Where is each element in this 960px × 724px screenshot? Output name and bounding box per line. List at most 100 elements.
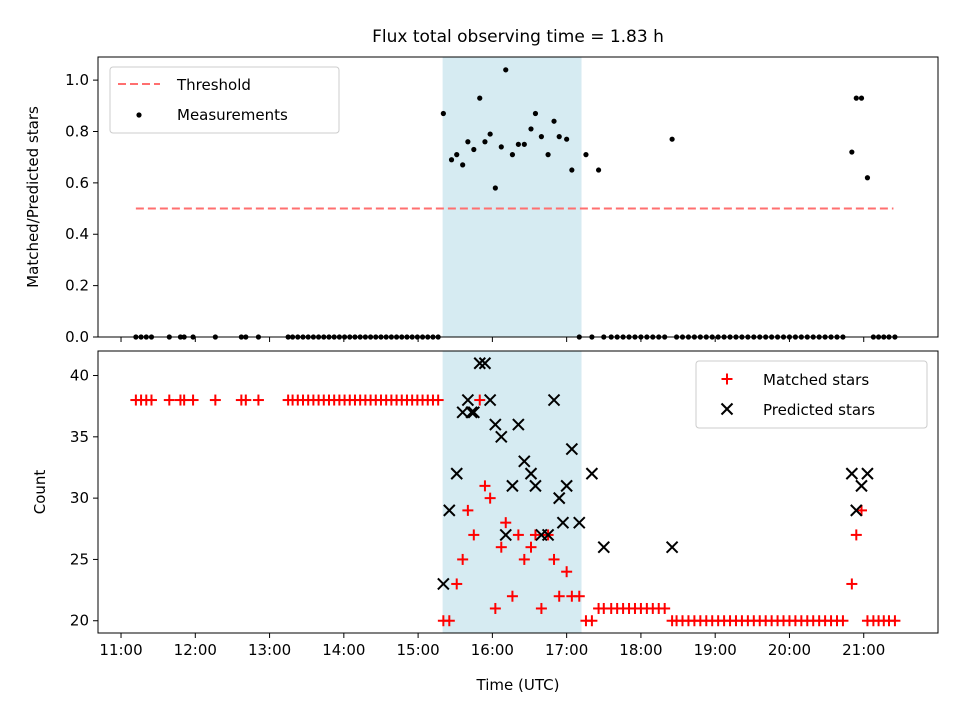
measurement-point (849, 149, 855, 155)
matched-star-point (525, 541, 537, 553)
y-tick-label: 30 (70, 489, 89, 507)
measurement-point (515, 141, 521, 147)
predicted-star-point (573, 516, 586, 529)
y-tick-label: 0.8 (65, 122, 89, 140)
predicted-star-point (524, 467, 538, 480)
matched-star-point (512, 529, 524, 541)
predicted-star-point (512, 418, 525, 431)
measurement-point (460, 162, 466, 168)
y-tick-label: 0.0 (65, 328, 89, 346)
matched-star-point (187, 394, 199, 406)
matched-star-point (163, 394, 175, 406)
predicted-star-point (541, 528, 555, 542)
measurement-point (477, 95, 483, 101)
measurement-point (454, 152, 460, 158)
legend-matched-swatch (721, 373, 733, 385)
predicted-star-point (585, 467, 599, 480)
measurement-point (528, 126, 534, 132)
predicted-star-point (855, 479, 868, 493)
y-tick-label: 20 (70, 612, 89, 630)
predicted-star-point (850, 504, 863, 517)
legend-matched-marker (721, 373, 733, 385)
x-tick-label: 15:00 (396, 641, 439, 659)
bottom-legend-box (695, 360, 928, 429)
top-highlight-span (442, 57, 582, 337)
matched-star-point (659, 602, 671, 614)
y-tick-label: 0.2 (65, 277, 89, 295)
x-tick-label: 11:00 (99, 641, 142, 659)
measurement-point (482, 139, 488, 145)
measurement-point (440, 110, 446, 117)
predicted-star-point (845, 467, 859, 480)
x-axis-label: Time (UTC) (476, 676, 560, 694)
legend-predicted-swatch (720, 402, 734, 416)
measurement-point (564, 136, 570, 142)
legend-measurements-swatch (136, 112, 142, 118)
measurement-point (521, 141, 527, 147)
measurement-point (595, 167, 602, 173)
bottom-y-axis: 20 25 30 35 40 (70, 367, 98, 630)
measurement-point (532, 110, 539, 117)
matched-star-point (479, 480, 491, 492)
x-tick-label: 12:00 (174, 641, 217, 659)
measurement-point (503, 67, 509, 73)
bottom-panel-frame (97, 350, 939, 634)
predicted-star-point (665, 540, 679, 554)
y-tick-label: 1.0 (65, 71, 89, 89)
matched-star-point (573, 590, 585, 602)
predicted-star-point (553, 491, 566, 505)
measurement-point (569, 167, 575, 173)
matched-star-point (506, 590, 518, 602)
matched-star-point (209, 394, 221, 406)
top-y-axis-label: Matched/Predicted stars (24, 106, 42, 288)
predicted-star-point (483, 393, 497, 407)
predicted-star-point (597, 540, 610, 554)
measurement-point (492, 185, 498, 191)
predicted-star-point (495, 430, 508, 444)
x-tick-label: 20:00 (768, 641, 811, 659)
x-tick-label: 18:00 (619, 641, 662, 659)
y-tick-label: 0.4 (65, 225, 89, 243)
x-tick-label: 16:00 (471, 641, 514, 659)
measurement-point (465, 139, 471, 145)
chart-title: Flux total observing time = 1.83 h (372, 27, 664, 47)
measurement-point (853, 95, 859, 101)
matched-star-point (846, 578, 858, 590)
matched-star-point (535, 602, 547, 614)
measurement-point (487, 131, 493, 137)
predicted-star-point (461, 393, 475, 407)
x-tick-label: 19:00 (694, 641, 737, 659)
matched-star-point (457, 553, 469, 565)
predicted-star-point (456, 406, 469, 419)
matched-star-point (518, 553, 530, 565)
matched-star-point (489, 602, 501, 614)
predicted-star-point (547, 393, 561, 407)
x-tick-label: 14:00 (322, 641, 365, 659)
measurement-point (858, 95, 865, 101)
predicted-star-point (529, 479, 542, 493)
matched-star-point (462, 504, 474, 516)
matched-star-point (548, 553, 560, 565)
predicted-star-point (556, 516, 570, 529)
matched-star-point (240, 394, 252, 406)
predicted-star-point (506, 479, 519, 493)
measurement-point (538, 134, 544, 140)
matched-star-point (586, 615, 598, 627)
matched-star-point (495, 541, 507, 553)
x-tick-label: 13:00 (248, 641, 291, 659)
matched-star-point (252, 394, 264, 406)
measurement-point (551, 118, 557, 124)
legend-measurements-label: Measurements (177, 106, 288, 124)
predicted-star-point (478, 357, 492, 370)
predicted-star-point (518, 455, 531, 468)
top-legend: Threshold Measurements (109, 66, 340, 134)
measurement-point (583, 152, 589, 158)
legend-predicted-marker (720, 402, 734, 416)
measurement-point (509, 152, 516, 158)
matched-star-point (443, 615, 455, 627)
x-tick-label: 17:00 (545, 641, 588, 659)
matched-star-point (553, 590, 565, 602)
matched-star-point (889, 615, 901, 627)
measurement-point (556, 134, 562, 140)
top-legend-box (109, 66, 340, 134)
